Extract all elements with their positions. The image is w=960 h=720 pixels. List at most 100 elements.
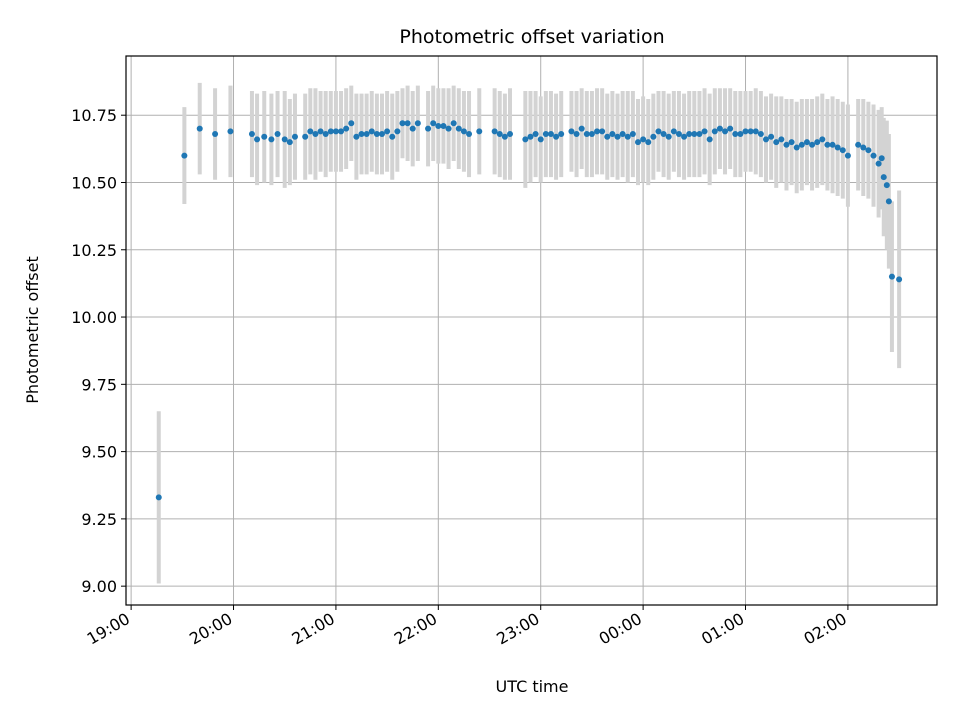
data-point <box>732 131 739 138</box>
data-point <box>629 131 636 138</box>
y-axis-label: Photometric offset <box>23 256 42 404</box>
data-point <box>788 139 795 146</box>
data-point <box>798 141 805 148</box>
data-point <box>844 152 851 159</box>
data-point <box>634 139 641 146</box>
data-point <box>829 141 836 148</box>
data-point <box>450 120 457 127</box>
data-point <box>691 131 698 138</box>
data-point <box>757 131 764 138</box>
data-point <box>537 136 544 143</box>
data-point <box>274 131 281 138</box>
data-point <box>409 125 416 132</box>
data-point <box>614 133 621 140</box>
data-point <box>604 133 611 140</box>
data-point <box>394 128 401 135</box>
data-point <box>338 128 345 135</box>
data-point <box>445 125 452 132</box>
data-point <box>583 131 590 138</box>
data-point <box>404 120 411 127</box>
data-point <box>839 147 846 154</box>
data-point <box>888 273 895 280</box>
data-point <box>353 133 360 140</box>
data-point <box>640 136 647 143</box>
data-point <box>594 128 601 135</box>
data-point <box>532 131 539 138</box>
data-point <box>588 131 595 138</box>
data-point <box>809 141 816 148</box>
x-axis-label: UTC time <box>496 677 569 696</box>
data-point <box>440 122 447 129</box>
data-point <box>568 128 575 135</box>
data-point <box>670 128 677 135</box>
data-point <box>578 125 585 132</box>
data-point <box>865 147 872 154</box>
data-point <box>762 136 769 143</box>
data-point <box>373 131 380 138</box>
data-point <box>268 136 275 143</box>
data-point <box>312 131 319 138</box>
data-point <box>885 198 892 205</box>
data-point <box>824 141 831 148</box>
data-point <box>655 128 662 135</box>
data-point <box>737 131 744 138</box>
data-point <box>553 133 560 140</box>
data-point <box>696 131 703 138</box>
data-point <box>261 133 268 140</box>
data-point <box>155 494 162 501</box>
data-point <box>716 125 723 132</box>
data-point <box>645 139 652 146</box>
data-point <box>286 139 293 146</box>
data-point <box>727 125 734 132</box>
data-point <box>317 128 324 135</box>
data-point <box>435 122 442 129</box>
y-axis-ticks: 9.00 9.25 9.50 9.75 10.00 10.25 10.50 10.75 <box>71 106 126 596</box>
data-point <box>363 131 370 138</box>
data-point <box>870 152 877 159</box>
data-point <box>466 131 473 138</box>
data-point <box>399 120 406 127</box>
data-point <box>378 131 385 138</box>
data-point <box>455 125 462 132</box>
data-point <box>860 144 867 151</box>
data-point <box>332 128 339 135</box>
data-point <box>348 120 355 127</box>
data-point <box>281 136 288 143</box>
y-tick-label: 9.75 <box>81 375 117 394</box>
data-point <box>358 131 365 138</box>
data-point <box>254 136 261 143</box>
y-tick-label: 9.50 <box>81 443 117 462</box>
data-point <box>430 120 437 127</box>
data-point <box>322 131 329 138</box>
data-point <box>883 182 890 189</box>
data-point <box>814 139 821 146</box>
data-point <box>752 128 759 135</box>
data-point <box>650 133 657 140</box>
data-point <box>793 144 800 151</box>
data-point <box>291 133 298 140</box>
data-point <box>722 128 729 135</box>
data-point <box>803 139 810 146</box>
data-point <box>389 133 396 140</box>
data-point <box>599 128 606 135</box>
data-point <box>501 133 508 140</box>
data-point <box>878 155 885 162</box>
data-point <box>624 133 631 140</box>
data-point <box>414 120 421 127</box>
data-point <box>660 131 667 138</box>
data-point <box>609 131 616 138</box>
data-point <box>248 131 255 138</box>
data-point <box>491 128 498 135</box>
data-point <box>819 136 826 143</box>
y-tick-label: 9.00 <box>81 577 117 596</box>
data-point <box>875 160 882 167</box>
data-point <box>880 174 887 181</box>
data-point <box>547 131 554 138</box>
data-point <box>368 128 375 135</box>
data-point <box>665 133 672 140</box>
data-point <box>302 133 309 140</box>
data-point <box>460 128 467 135</box>
data-point <box>768 133 775 140</box>
chart-title: Photometric offset variation <box>399 26 664 48</box>
data-point <box>343 125 350 132</box>
